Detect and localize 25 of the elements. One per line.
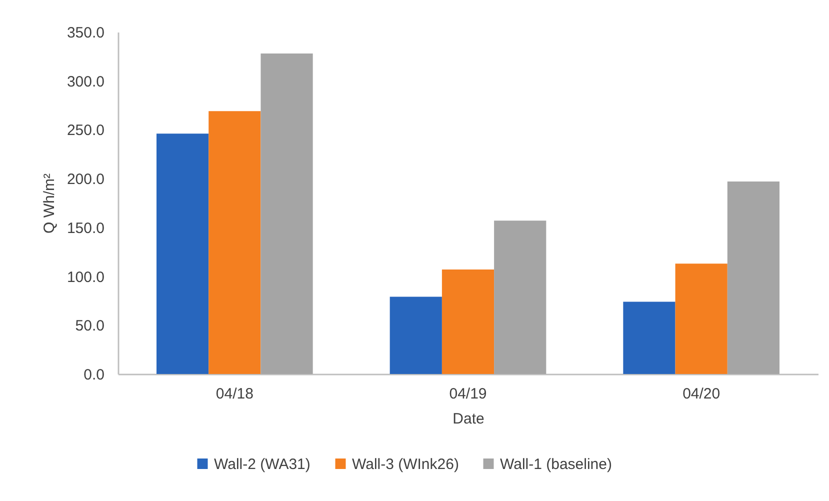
y-tick-label: 250.0 <box>66 122 104 140</box>
bar <box>390 296 442 374</box>
y-tick-label: 200.0 <box>66 171 104 188</box>
bar <box>494 220 546 374</box>
x-axis-title: Date <box>452 410 484 428</box>
x-tick-label: 04/19 <box>449 386 487 402</box>
bar <box>442 269 494 374</box>
y-tick-label: 0.0 <box>84 366 104 384</box>
y-tick-label: 50.0 <box>75 318 104 335</box>
y-tick-label: 150.0 <box>66 220 104 237</box>
x-tick-label: 04/18 <box>216 386 254 402</box>
legend-label: Wall-3 (WInk26) <box>352 456 459 473</box>
bar <box>727 182 780 374</box>
y-tick-label: 100.0 <box>66 268 104 286</box>
y-tick-label: 300.0 <box>66 73 104 90</box>
bar <box>208 111 261 374</box>
bar <box>675 264 728 374</box>
y-axis-title: Q Wh/m² <box>40 174 58 234</box>
legend-label: Wall-2 (WA31) <box>214 456 310 473</box>
legend-label: Wall-1 (baseline) <box>500 456 612 473</box>
x-tick-label: 04/20 <box>682 386 720 402</box>
bar <box>260 53 313 374</box>
bar <box>156 134 209 374</box>
y-tick-label: 350.0 <box>66 24 104 42</box>
bar <box>623 302 676 374</box>
